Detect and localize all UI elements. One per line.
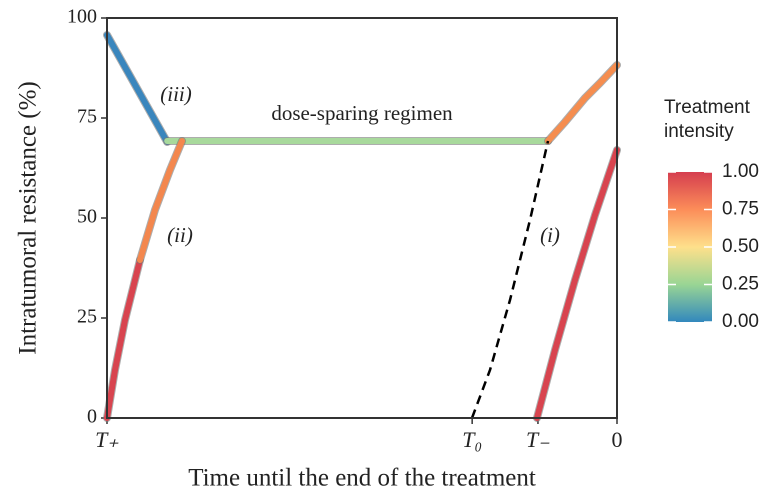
colorbar-tick-label: 0.00 — [722, 311, 759, 332]
x-tick-label: T₋ — [526, 427, 550, 452]
annotation: dose-sparing regimen — [271, 101, 453, 125]
x-axis-title: Time until the end of the treatment — [188, 465, 536, 492]
line — [470, 140, 550, 419]
x-tick-label: 0 — [612, 427, 623, 452]
colorbar-tick-label: 0.50 — [722, 236, 759, 257]
y-tick-label: 0 — [87, 406, 97, 428]
y-tick-label: 50 — [77, 206, 97, 228]
x-tick-label: T₀ — [462, 427, 482, 452]
line — [104, 257, 143, 421]
annotation: (i) — [540, 223, 560, 247]
x-tick-label: T₊ — [95, 427, 119, 452]
colorbar-tick-label: 0.75 — [722, 199, 759, 220]
line — [544, 62, 620, 144]
y-axis-title: Intratumoral resistance (%) — [15, 81, 42, 355]
annotation: (ii) — [167, 223, 193, 247]
colorbar-tick-label: 1.00 — [722, 161, 759, 182]
colorbar-title: Treatment intensity — [664, 97, 750, 142]
y-tick-label: 75 — [77, 106, 97, 128]
annotation: (iii) — [160, 82, 192, 106]
line — [136, 138, 186, 263]
y-tick-label: 100 — [67, 6, 97, 28]
line — [533, 147, 620, 421]
colorbar-tick-label: 0.25 — [722, 274, 759, 295]
line — [104, 32, 171, 145]
y-tick-label: 25 — [77, 306, 97, 328]
plot-frame — [106, 17, 618, 419]
